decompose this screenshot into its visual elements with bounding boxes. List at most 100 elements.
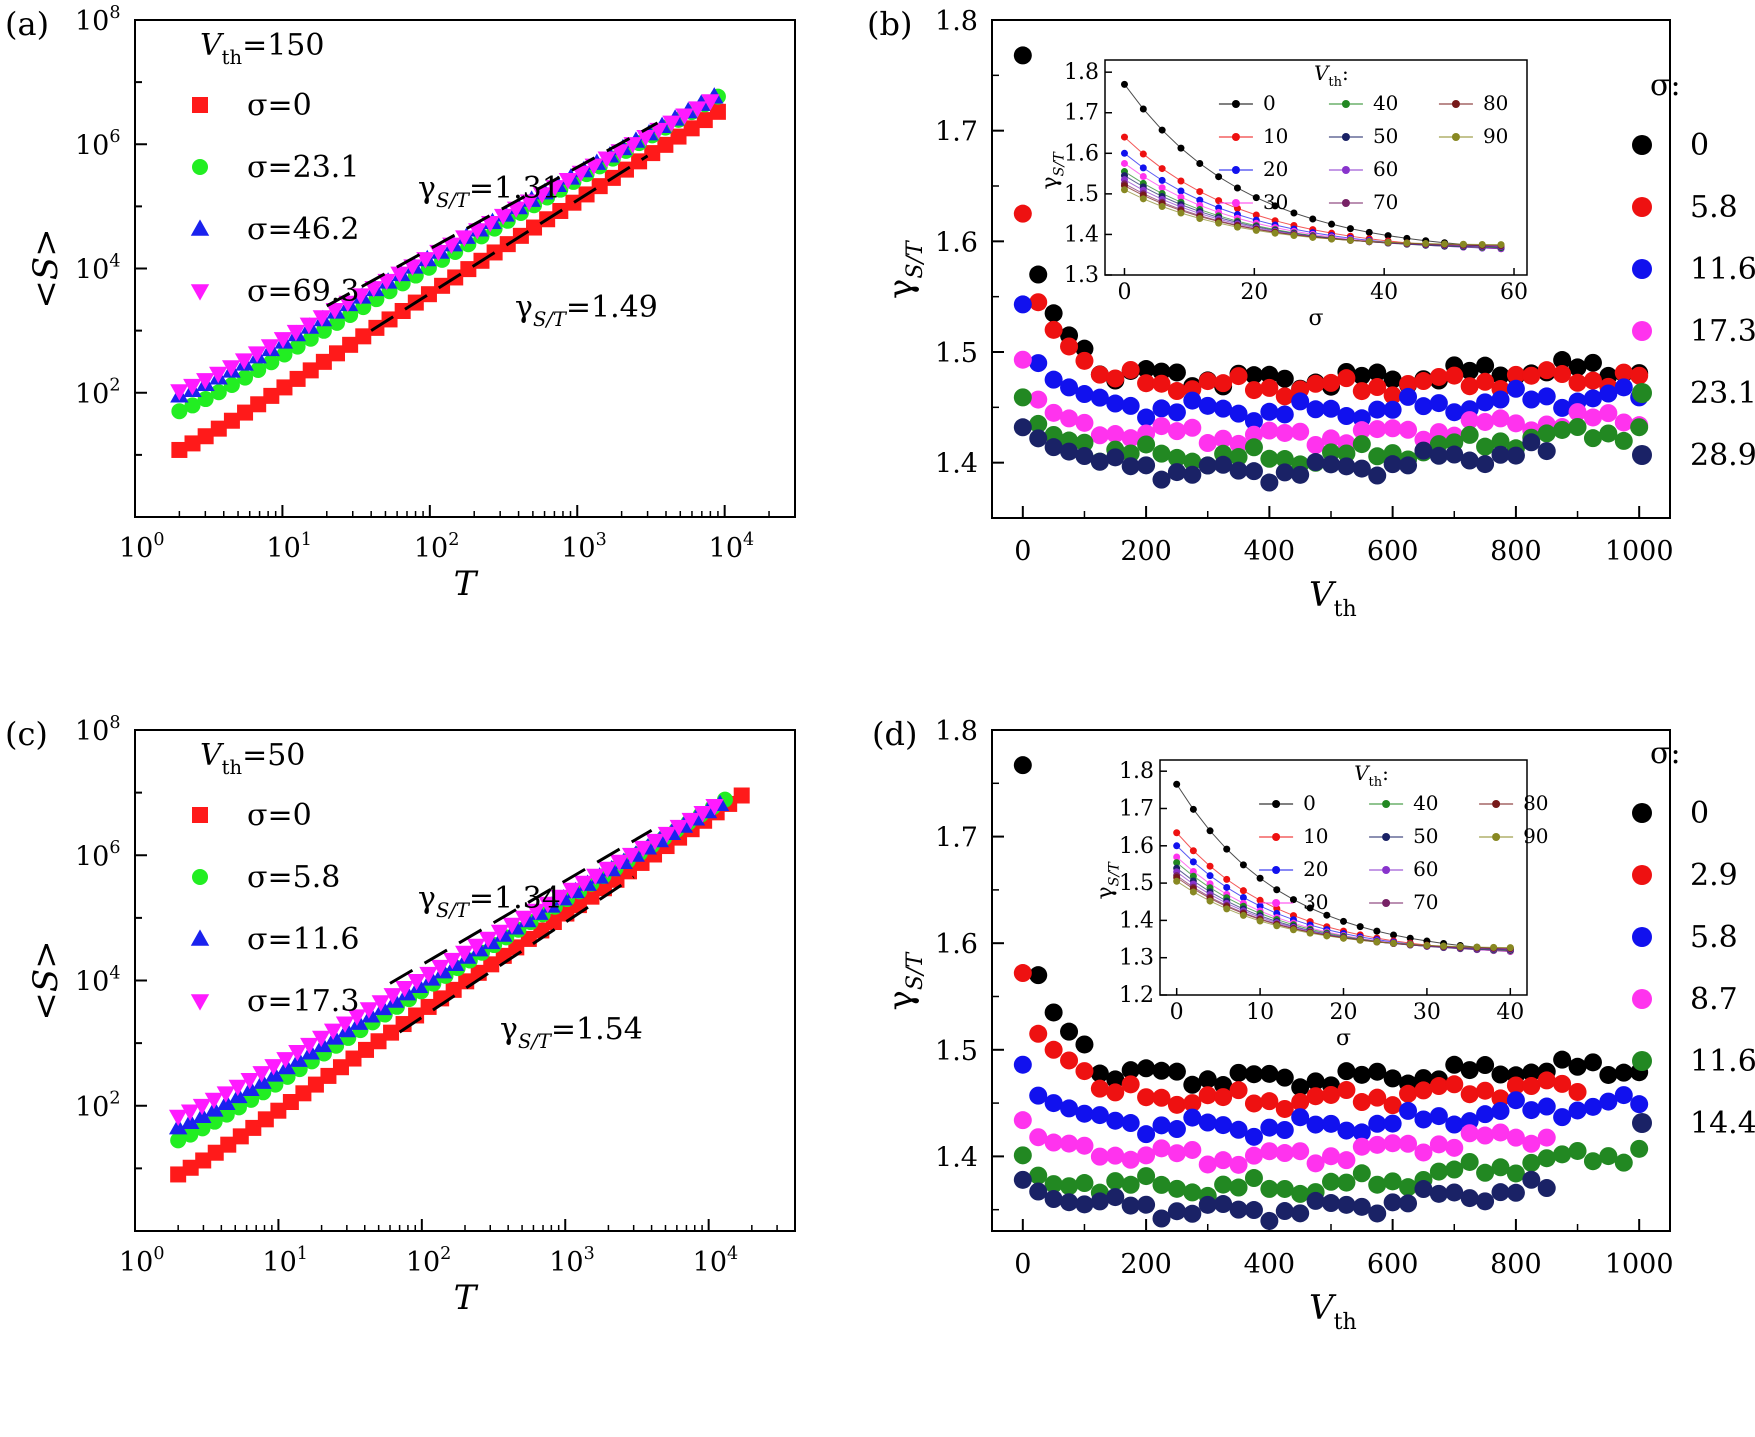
data-point xyxy=(1121,444,1140,463)
data-point xyxy=(1506,365,1525,384)
data-point xyxy=(1445,1055,1464,1074)
panel-d: 020040060080010001.41.51.61.71.8Vth​γS/T… xyxy=(881,716,1755,1335)
y-tick-label: 1.6 xyxy=(935,929,978,960)
data-point xyxy=(1152,1175,1171,1194)
data-point xyxy=(1460,1152,1479,1171)
legend-marker xyxy=(190,929,210,946)
x-tick-label: 104​ xyxy=(693,1244,739,1278)
data-point xyxy=(1522,366,1541,385)
data-point xyxy=(1445,1160,1464,1179)
data-point xyxy=(1491,409,1510,428)
data-point xyxy=(1214,429,1233,448)
inset-legend-label: 80 xyxy=(1523,791,1548,815)
series-3 xyxy=(1013,1111,1556,1174)
legend-marker xyxy=(192,159,208,175)
inset-legend-marker xyxy=(1382,833,1391,841)
data-point xyxy=(1322,429,1340,448)
data-point xyxy=(696,112,713,129)
data-point xyxy=(1214,399,1233,418)
data-point xyxy=(182,1159,199,1176)
data-point xyxy=(1137,435,1156,454)
inset-data-point xyxy=(1390,931,1398,939)
data-point xyxy=(1506,1183,1525,1202)
data-point xyxy=(1568,1141,1587,1160)
data-point xyxy=(1090,452,1109,471)
data-point xyxy=(1491,1065,1510,1084)
x-tick-label: 101​ xyxy=(266,530,312,564)
data-point xyxy=(1260,421,1279,440)
data-point xyxy=(1352,421,1371,440)
data-point xyxy=(332,1059,349,1076)
data-point xyxy=(1275,405,1294,424)
data-point xyxy=(1121,1114,1140,1133)
data-point xyxy=(1337,1081,1356,1100)
data-point xyxy=(688,101,707,118)
data-point xyxy=(1275,387,1294,406)
x-tick-label: 400 xyxy=(1244,1249,1296,1280)
data-point xyxy=(1522,1170,1541,1189)
inset-data-point xyxy=(1390,939,1398,947)
inset-legend-label: 90 xyxy=(1483,124,1508,148)
data-point xyxy=(1399,1178,1418,1197)
data-point xyxy=(1260,365,1279,384)
data-point xyxy=(701,94,720,111)
data-point xyxy=(1352,382,1371,401)
data-point xyxy=(1106,369,1125,388)
data-point xyxy=(1522,1101,1541,1120)
data-point xyxy=(1322,373,1340,392)
inset-legend-marker xyxy=(1272,899,1281,907)
inset-data-point xyxy=(1422,240,1430,248)
data-point xyxy=(1183,391,1202,410)
data-point xyxy=(1137,1167,1156,1186)
data-point xyxy=(1244,1094,1263,1113)
inset-x-tick-label: 20 xyxy=(1240,280,1268,305)
data-point xyxy=(1260,1118,1279,1137)
data-point xyxy=(182,1126,199,1143)
legend-marker xyxy=(1632,865,1652,885)
data-point xyxy=(1583,429,1602,448)
inset-data-point xyxy=(1239,887,1247,895)
y-axis-label: <S> xyxy=(26,228,66,308)
y-tick-label: 1.7 xyxy=(935,823,978,854)
data-point xyxy=(1506,446,1525,465)
data-point xyxy=(1198,434,1217,453)
data-point xyxy=(1476,1081,1495,1100)
inset-data-point xyxy=(1459,240,1467,248)
y-tick-label: 1.7 xyxy=(935,117,978,148)
data-point xyxy=(1399,1134,1418,1153)
data-point xyxy=(1291,1204,1310,1223)
data-point xyxy=(395,981,414,998)
data-point xyxy=(1322,1114,1340,1133)
data-point xyxy=(1121,1075,1140,1094)
inset-legend-label: 0 xyxy=(1303,791,1316,815)
data-point xyxy=(1383,370,1402,389)
inset-y-axis-label: γS/T​ xyxy=(1093,861,1123,900)
x-tick-label: 103​ xyxy=(549,1244,595,1278)
data-point xyxy=(468,223,487,240)
inset-legend-label: 20 xyxy=(1303,857,1328,881)
inset-data-point xyxy=(1177,187,1185,195)
data-point xyxy=(669,819,689,837)
data-point xyxy=(1137,1088,1156,1107)
inset-data-point xyxy=(1139,150,1147,158)
inset-data-point xyxy=(1273,886,1281,894)
data-point xyxy=(1183,1183,1202,1202)
data-point xyxy=(1460,1061,1479,1080)
data-point xyxy=(1553,1074,1572,1093)
data-point xyxy=(1337,1173,1356,1192)
data-point xyxy=(1553,351,1572,370)
series-5 xyxy=(1013,418,1556,492)
data-point xyxy=(610,144,629,161)
data-point xyxy=(383,1024,400,1041)
data-point xyxy=(1029,414,1048,433)
data-point xyxy=(1198,396,1217,415)
data-point xyxy=(1614,378,1633,397)
inset-data-point xyxy=(1196,196,1204,204)
x-tick-label: 103​ xyxy=(561,530,607,564)
data-point xyxy=(1075,351,1094,370)
inset-legend-label: 50 xyxy=(1373,124,1398,148)
legend-label: 17.3 xyxy=(1690,314,1755,349)
inset-data-point xyxy=(1252,211,1260,219)
inset-data-point xyxy=(1158,203,1166,211)
data-point xyxy=(359,1002,379,1019)
